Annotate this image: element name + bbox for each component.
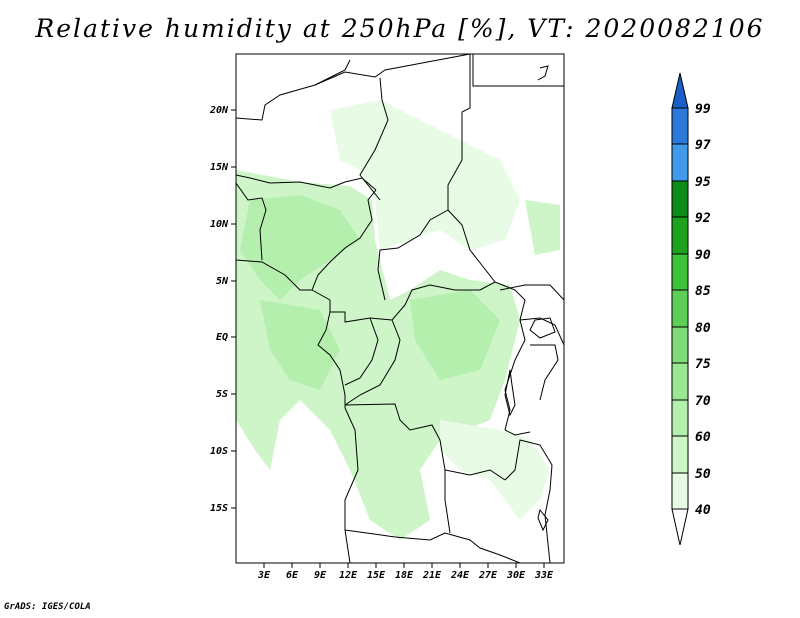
- border-line: [314, 54, 471, 86]
- colorbar-segment-70-75: [671, 362, 689, 401]
- colorbar-segment-92-95: [671, 180, 689, 218]
- colorbar-label-60: 60: [695, 430, 711, 445]
- border-line: [377, 209, 449, 301]
- border-line: [236, 59, 351, 121]
- lake-malawi: [537, 508, 549, 532]
- lat-label-10s: 10S: [210, 446, 228, 457]
- lat-label-eq: EQ: [216, 332, 228, 343]
- border-line: [236, 174, 377, 191]
- border-line: [359, 77, 389, 201]
- humidity-region-east: [440, 420, 550, 520]
- border-line: [236, 182, 267, 261]
- colorbar-label-40: 40: [695, 503, 711, 518]
- footer-credit: GrADS: IGES/COLA: [4, 602, 91, 612]
- lat-label-20n: 20N: [209, 105, 229, 116]
- colorbar-segment-40-50: [671, 472, 689, 510]
- humidity-region-equator: [260, 300, 340, 390]
- colorbar-label-80: 80: [695, 321, 711, 336]
- lon-label-18e: 18E: [395, 570, 414, 581]
- lon-label-27e: 27E: [478, 570, 498, 581]
- border-line: [530, 344, 559, 401]
- lon-label-9e: 9E: [314, 570, 327, 581]
- border-line: [447, 54, 496, 283]
- colorbar-label-50: 50: [695, 467, 711, 482]
- lat-axis: 20N 15N 10N 5N EQ 5S 10S 15S: [209, 105, 236, 514]
- lat-label-5s: 5S: [216, 389, 228, 400]
- colorbar: 99 97 95 92 90 85 80 75 70 60 50 40: [671, 72, 711, 546]
- lat-label-15n: 15N: [210, 162, 229, 173]
- colorbar-segment-60-70: [671, 399, 689, 437]
- border-line: [344, 317, 379, 386]
- lat-label-15s: 15S: [210, 503, 228, 514]
- border-line: [519, 317, 564, 346]
- border-line: [499, 284, 564, 301]
- colorbar-label-95: 95: [695, 175, 711, 190]
- colorbar-label-92: 92: [695, 211, 711, 226]
- colorbar-segment-50-60: [671, 435, 689, 474]
- colorbar-segment-80-85: [671, 289, 689, 328]
- lat-label-10n: 10N: [210, 219, 229, 230]
- border-line: [344, 407, 359, 563]
- colorbar-segment-95-97: [671, 143, 689, 182]
- lake-victoria: [529, 317, 556, 339]
- map-title: Relative humidity at 250hPa [%], VT: 202…: [35, 14, 765, 43]
- border-line: [472, 54, 564, 87]
- border-line: [311, 189, 377, 291]
- lon-label-15e: 15E: [367, 570, 386, 581]
- colorbar-top-arrow: [671, 72, 689, 109]
- colorbar-label-97: 97: [695, 138, 711, 153]
- colorbar-label-70: 70: [695, 394, 711, 409]
- border-line: [311, 289, 413, 323]
- border-line: [317, 311, 346, 408]
- colorbar-segment-97-99: [671, 107, 689, 145]
- colorbar-label-99: 99: [695, 102, 711, 117]
- border-line: [411, 281, 526, 321]
- lon-label-6e: 6E: [286, 570, 299, 581]
- colorbar-bottom-arrow: [671, 508, 689, 546]
- colorbar-segment-85-90: [671, 253, 689, 291]
- border-line: [344, 529, 521, 563]
- colorbar-segment-90-92: [671, 216, 689, 255]
- border-line: [344, 319, 401, 406]
- lon-axis: 3E 6E 9E 12E 15E 18E 21E 24E 27E 30E 33E: [257, 563, 554, 581]
- border-line: [504, 439, 553, 563]
- lon-label-30e: 30E: [506, 570, 526, 581]
- humidity-region-ne: [525, 200, 560, 255]
- lon-label-12e: 12E: [339, 570, 358, 581]
- border-line: [504, 429, 531, 436]
- colorbar-label-75: 75: [695, 357, 711, 372]
- lat-label-5n: 5N: [216, 276, 229, 287]
- lon-label-3e: 3E: [257, 570, 271, 581]
- border-line: [344, 403, 506, 481]
- lon-label-24e: 24E: [450, 570, 470, 581]
- border-line: [236, 259, 312, 291]
- map-frame: [235, 53, 565, 564]
- colorbar-label-85: 85: [695, 284, 711, 299]
- lon-label-33e: 33E: [534, 570, 554, 581]
- humidity-region-central: [240, 195, 360, 300]
- country-borders: [236, 54, 564, 563]
- lake-tanganyika: [504, 369, 516, 417]
- humidity-region-north: [330, 100, 520, 250]
- red-sea-coast: [537, 65, 549, 81]
- colorbar-label-90: 90: [695, 248, 711, 263]
- lon-label-21e: 21E: [422, 570, 442, 581]
- humidity-region-basin: [410, 290, 500, 380]
- border-line: [444, 470, 451, 534]
- humidity-field: [236, 100, 560, 540]
- colorbar-segment-75-80: [671, 326, 689, 364]
